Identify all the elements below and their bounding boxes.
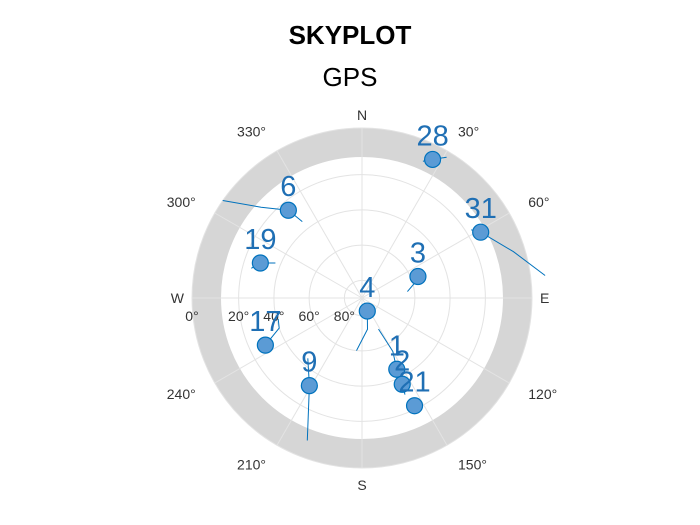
satellite-label-21: 21 bbox=[398, 367, 430, 399]
satellite-label-17: 17 bbox=[249, 306, 281, 338]
satellite-marker-21 bbox=[405, 397, 424, 415]
cardinal-label-w: W bbox=[171, 290, 185, 306]
azimuth-spoke-120 bbox=[361, 297, 510, 384]
azimuth-spoke-330 bbox=[276, 150, 363, 299]
satellite-marker-6 bbox=[279, 201, 297, 219]
azimuth-spoke-60 bbox=[361, 212, 510, 299]
azimuth-tick-label: 60° bbox=[528, 194, 549, 210]
satellite-label-4: 4 bbox=[359, 272, 375, 304]
satellite-track-6 bbox=[222, 200, 303, 222]
satellite-label-1: 1 bbox=[389, 330, 405, 362]
azimuth-tick-label: 210° bbox=[237, 456, 266, 472]
satellite-marker-28 bbox=[423, 150, 442, 169]
elevation-tick-label: 0° bbox=[185, 308, 198, 324]
azimuth-spoke-210 bbox=[276, 297, 363, 446]
cardinal-label-s: S bbox=[357, 477, 366, 493]
chart-title: SKYPLOT bbox=[288, 20, 412, 50]
satellite-label-2: 2 bbox=[394, 345, 410, 377]
satellite-markers bbox=[251, 150, 490, 415]
azimuth-tick-label: 300° bbox=[167, 194, 196, 210]
elevation-tick-label: 80° bbox=[334, 308, 355, 324]
elevation-tick-label: 60° bbox=[299, 308, 320, 324]
cardinal-label-n: N bbox=[357, 107, 367, 123]
elevation-tick-label: 40° bbox=[263, 308, 284, 324]
satellite-marker-3 bbox=[409, 267, 427, 286]
elevation-tick-label: 20° bbox=[228, 308, 249, 324]
satellite-marker-19 bbox=[251, 254, 269, 272]
satellite-label-3: 3 bbox=[410, 238, 426, 270]
satellite-label-9: 9 bbox=[301, 347, 317, 379]
satellite-label-6: 6 bbox=[280, 171, 296, 203]
azimuth-tick-label: 330° bbox=[237, 124, 266, 140]
satellite-marker-9 bbox=[300, 377, 318, 395]
satellite-marker-4 bbox=[358, 302, 376, 320]
satellite-label-31: 31 bbox=[465, 193, 497, 225]
azimuth-tick-label: 240° bbox=[167, 386, 196, 402]
azimuth-spoke-240 bbox=[214, 297, 363, 384]
satellite-label-28: 28 bbox=[416, 120, 448, 152]
cardinal-label-e: E bbox=[540, 290, 549, 306]
azimuth-tick-label: 30° bbox=[458, 124, 479, 140]
satellite-marker-17 bbox=[256, 336, 274, 354]
satellite-label-19: 19 bbox=[244, 224, 276, 256]
chart-subtitle: GPS bbox=[322, 62, 378, 92]
satellite-marker-31 bbox=[472, 223, 490, 241]
satellite-marker-2 bbox=[393, 375, 411, 393]
azimuth-spoke-30 bbox=[361, 150, 448, 299]
azimuth-spoke-300 bbox=[214, 212, 363, 299]
azimuth-tick-label: 150° bbox=[458, 456, 487, 472]
azimuth-tick-label: 120° bbox=[528, 386, 557, 402]
satellite-marker-1 bbox=[388, 360, 406, 378]
